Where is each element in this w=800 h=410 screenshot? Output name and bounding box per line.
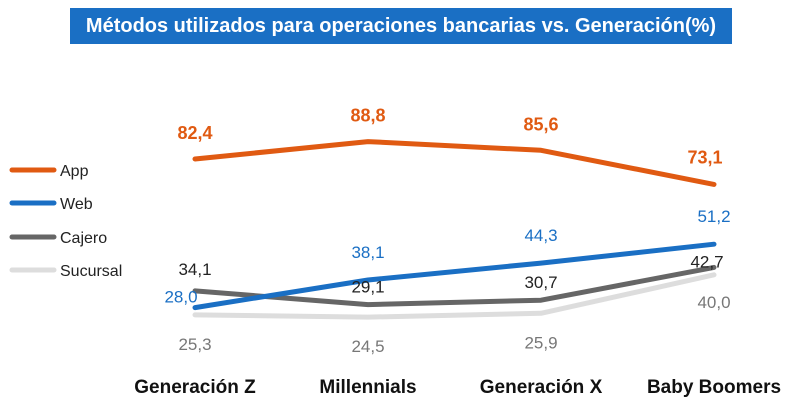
legend-item-app: App: [9, 163, 89, 180]
legend-item-sucursal: Sucursal: [9, 263, 122, 280]
chart-title: Métodos utilizados para operaciones banc…: [85, 14, 717, 37]
data-label-web: 28,0: [164, 288, 197, 307]
legend: App Web Cajero Sucursal: [9, 163, 122, 280]
series-line-sucursal: [192, 272, 717, 320]
legend-label-web: Web: [60, 196, 93, 213]
data-label-sucursal: 25,3: [178, 335, 211, 354]
data-label-web: 44,3: [524, 226, 557, 245]
data-label-sucursal: 25,9: [524, 333, 557, 352]
data-label-app: 73,1: [687, 147, 722, 167]
chart-title-bar: Métodos utilizados para operaciones banc…: [70, 8, 732, 44]
legend-label-cajero: Cajero: [60, 230, 107, 247]
data-label-cajero: 29,1: [351, 278, 384, 297]
x-axis: Generación Z Millennials Generación X Ba…: [134, 377, 781, 398]
data-label-web: 51,2: [697, 207, 730, 226]
series-lines: [192, 139, 717, 320]
series-line-app: [192, 139, 717, 187]
legend-label-sucursal: Sucursal: [60, 263, 122, 280]
data-label-sucursal: 40,0: [697, 293, 730, 312]
data-label-app: 82,4: [177, 123, 212, 143]
legend-item-cajero: Cajero: [9, 230, 107, 247]
data-labels: 82,4 88,8 85,6 73,1 28,0 38,1 44,3 51,2 34,1 29,1…: [164, 106, 730, 357]
data-label-cajero: 34,1: [178, 260, 211, 279]
x-tick-label: Millennials: [319, 377, 416, 398]
x-tick-label: Baby Boomers: [647, 377, 781, 398]
x-tick-label: Generación Z: [134, 377, 256, 398]
data-label-web: 38,1: [351, 243, 384, 262]
data-label-cajero: 42,7: [690, 252, 723, 271]
data-label-cajero: 30,7: [524, 273, 557, 292]
series-line-cajero: [192, 264, 717, 308]
data-label-app: 85,6: [523, 114, 558, 134]
data-label-sucursal: 24,5: [351, 337, 384, 356]
series-line-web: [192, 241, 717, 311]
legend-label-app: App: [60, 163, 89, 180]
x-tick-label: Generación X: [480, 377, 603, 398]
data-label-app: 88,8: [350, 106, 385, 126]
legend-item-web: Web: [9, 196, 93, 213]
